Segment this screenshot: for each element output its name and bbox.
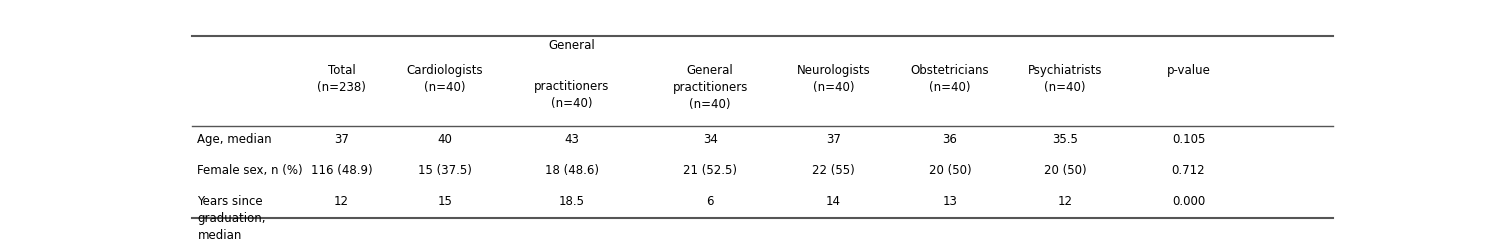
Text: 20 (50): 20 (50): [1044, 164, 1087, 177]
Text: 36: 36: [943, 133, 958, 146]
Text: 34: 34: [703, 133, 718, 146]
Text: 43: 43: [565, 133, 580, 146]
Text: 0.105: 0.105: [1172, 133, 1204, 146]
Text: 12: 12: [335, 195, 349, 208]
Text: 21 (52.5): 21 (52.5): [683, 164, 738, 177]
Text: 116 (48.9): 116 (48.9): [311, 164, 372, 177]
Text: p-value: p-value: [1166, 64, 1210, 77]
Text: 14: 14: [827, 195, 842, 208]
Text: practitioners
(n=40): practitioners (n=40): [534, 80, 610, 110]
Text: Total
(n=238): Total (n=238): [317, 64, 366, 94]
Text: 0.712: 0.712: [1172, 164, 1206, 177]
Text: 22 (55): 22 (55): [812, 164, 855, 177]
Text: 37: 37: [335, 133, 349, 146]
Text: 20 (50): 20 (50): [928, 164, 971, 177]
Text: 15 (37.5): 15 (37.5): [418, 164, 471, 177]
Text: 13: 13: [943, 195, 958, 208]
Text: 37: 37: [827, 133, 842, 146]
Text: General: General: [549, 40, 595, 53]
Text: Years since
graduation,
median: Years since graduation, median: [198, 195, 266, 242]
Text: Cardiologists
(n=40): Cardiologists (n=40): [407, 64, 483, 94]
Text: 35.5: 35.5: [1053, 133, 1078, 146]
Text: General
practitioners
(n=40): General practitioners (n=40): [672, 64, 748, 111]
Text: 6: 6: [706, 195, 714, 208]
Text: Neurologists
(n=40): Neurologists (n=40): [797, 64, 870, 94]
Text: 18 (48.6): 18 (48.6): [544, 164, 599, 177]
Text: 12: 12: [1057, 195, 1072, 208]
Text: Psychiatrists
(n=40): Psychiatrists (n=40): [1028, 64, 1102, 94]
Text: Age, median: Age, median: [198, 133, 272, 146]
Text: Obstetricians
(n=40): Obstetricians (n=40): [910, 64, 989, 94]
Text: 15: 15: [437, 195, 452, 208]
Text: Female sex, n (%): Female sex, n (%): [198, 164, 303, 177]
Text: 18.5: 18.5: [559, 195, 584, 208]
Text: 40: 40: [437, 133, 452, 146]
Text: 0.000: 0.000: [1172, 195, 1204, 208]
